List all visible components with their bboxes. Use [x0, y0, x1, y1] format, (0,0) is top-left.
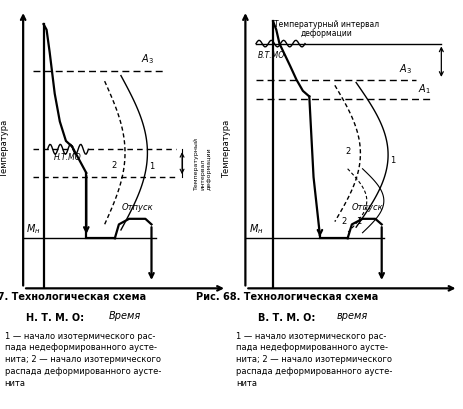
Text: 1: 1 [390, 156, 395, 165]
Text: Н.Т.МО: Н.Т.МО [54, 153, 81, 162]
Text: 1: 1 [149, 162, 154, 171]
Text: 2: 2 [345, 147, 351, 156]
Text: В.Т.МО: В.Т.МО [258, 51, 285, 60]
Text: В. Т. М. О:: В. Т. М. О: [258, 313, 316, 323]
Text: Н. Т. М. О:: Н. Т. М. О: [26, 313, 85, 323]
Text: Температура: Температура [0, 120, 9, 178]
Text: $A_3$: $A_3$ [141, 52, 154, 66]
Text: 2: 2 [112, 161, 117, 170]
Text: Отпуск: Отпуск [122, 203, 154, 212]
Text: Рис. 67. Технологическая схема: Рис. 67. Технологическая схема [0, 292, 147, 302]
Text: Отпуск: Отпуск [352, 203, 383, 212]
Text: Рис. 68. Технологическая схема: Рис. 68. Технологическая схема [196, 292, 378, 302]
Text: деформации: деформации [300, 29, 352, 38]
Text: Температура: Температура [222, 120, 231, 178]
Text: $M_н$: $M_н$ [249, 222, 263, 236]
Text: 2: 2 [341, 217, 346, 226]
Text: 1: 1 [356, 217, 362, 226]
Text: время: время [336, 310, 368, 321]
Text: Время: Время [109, 310, 141, 321]
Text: Температурный интервал: Температурный интервал [274, 20, 379, 29]
Text: $M_н$: $M_н$ [26, 222, 41, 236]
Text: $A_3$: $A_3$ [399, 62, 412, 76]
Text: Температурный
интервал
деформации: Температурный интервал деформации [194, 137, 212, 190]
Text: 1 — начало изотермического рас-
пада недеформированного аусте-
нита; 2 — начало : 1 — начало изотермического рас- пада нед… [236, 332, 393, 388]
Text: 1 — начало изотермического рас-
пада недеформированного аусте-
нита; 2 — начало : 1 — начало изотермического рас- пада нед… [5, 332, 161, 388]
Text: $A_1$: $A_1$ [418, 83, 431, 97]
